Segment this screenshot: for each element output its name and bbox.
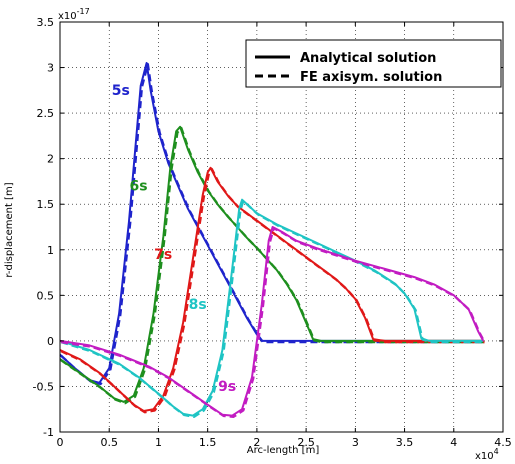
series-label-6s: 6s	[130, 179, 148, 195]
x-tick-label: 2.5	[297, 436, 315, 449]
legend: Analytical solution FE axisym. solution	[245, 39, 502, 88]
legend-box	[245, 39, 502, 88]
series-6s-fe-line	[60, 126, 485, 405]
x-tick-label: 0.5	[100, 436, 118, 449]
y-tick-label: 1.5	[37, 198, 55, 211]
series-label-7s: 7s	[154, 247, 172, 263]
series-8s-fe-line	[60, 199, 485, 418]
x-tick-label: 1.5	[199, 436, 217, 449]
x-tick-label: 2	[253, 436, 260, 449]
legend-label-fe: FE axisym. solution	[300, 70, 442, 85]
x-tick-label: 4	[450, 436, 457, 449]
x-tick-label: 4.5	[494, 436, 512, 449]
x-exponent-label: x104	[475, 447, 499, 462]
x-tick-label: 0	[57, 436, 64, 449]
y-tick-label: 2	[47, 153, 54, 166]
y-tick-label: 0	[47, 335, 54, 348]
y-exponent-label: x10-17	[58, 7, 90, 22]
series-layer	[59, 62, 486, 418]
x-tick-label: 3	[352, 436, 359, 449]
x-tick-label: 3.5	[396, 436, 414, 449]
y-tick-label: 3.5	[37, 16, 55, 29]
series-9s-fe-line	[61, 226, 486, 418]
y-tick-label: 2.5	[37, 107, 55, 120]
y-tick-label: 0.5	[37, 289, 55, 302]
series-7s-fe-line	[60, 167, 485, 414]
series-label-5s: 5s	[112, 83, 130, 99]
series-label-9s: 9s	[218, 379, 236, 395]
series-labels: 5s 6s 7s 8s 9s	[112, 83, 236, 395]
y-tick-label: 3	[47, 62, 54, 75]
series-5s-fe-line	[60, 62, 485, 386]
x-tick-label: 1	[155, 436, 162, 449]
y-tick-label: -1	[43, 426, 54, 439]
legend-label-analytical: Analytical solution	[300, 51, 436, 66]
y-tick-label: -0.5	[33, 380, 54, 393]
plot-frame	[59, 21, 504, 433]
ticks: 0 0.5 1 1.5 2 2.5 3 3.5 4 4.5 -1 -0.5 0 0.5 1 1.5 2 2.5 3 3…	[33, 16, 512, 449]
series-label-8s: 8s	[189, 297, 207, 313]
y-tick-label: 1	[47, 244, 54, 257]
y-axis-label: r-displacement [m]	[4, 182, 15, 277]
x-axis-label: Arc-length [m]	[247, 445, 320, 456]
